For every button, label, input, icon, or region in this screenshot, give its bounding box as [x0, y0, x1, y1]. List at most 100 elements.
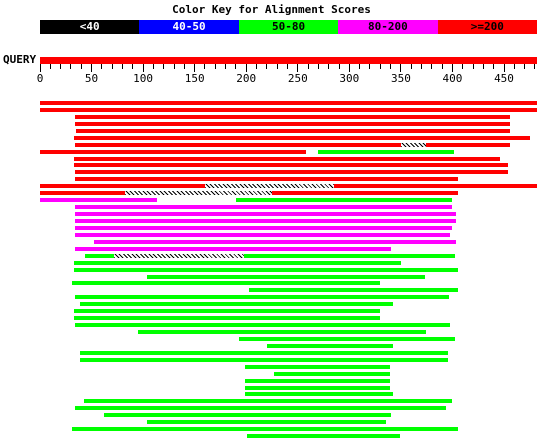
alignment-hit[interactable] [239, 336, 455, 341]
alignment-gap [124, 191, 272, 196]
alignment-hit[interactable] [74, 260, 401, 265]
major-tick [297, 64, 299, 72]
alignment-gap [114, 253, 245, 258]
key-segment-40-50: 40-50 [139, 20, 239, 34]
alignment-hit[interactable] [245, 378, 390, 383]
alignment-hit[interactable] [75, 114, 511, 119]
alignment-hit[interactable] [249, 288, 458, 293]
major-tick [348, 64, 350, 72]
minor-tick [379, 64, 381, 69]
alignment-hit[interactable] [75, 218, 456, 223]
minor-tick [101, 64, 103, 69]
minor-tick [60, 64, 62, 69]
major-tick [194, 64, 196, 72]
minor-tick [338, 64, 340, 69]
major-tick [91, 64, 93, 72]
minor-tick [390, 64, 392, 69]
alignment-hit[interactable] [244, 253, 455, 258]
query-bar[interactable] [40, 57, 537, 64]
major-tick [142, 64, 144, 72]
alignment-hit[interactable] [40, 107, 537, 112]
tick-label: 150 [184, 72, 205, 85]
alignment-hit[interactable] [85, 253, 115, 258]
alignment-gap [204, 184, 334, 189]
alignment-hit[interactable] [75, 406, 447, 411]
color-key-title: Color Key for Alignment Scores [172, 3, 371, 16]
alignment-hit[interactable] [147, 420, 387, 425]
tick-label: 50 [84, 72, 99, 85]
minor-tick [111, 64, 113, 69]
alignment-hit[interactable] [80, 357, 449, 362]
alignment-hit[interactable] [71, 427, 458, 432]
minor-tick [266, 64, 268, 69]
alignment-hit[interactable] [40, 149, 307, 154]
alignment-hit[interactable] [247, 434, 400, 438]
alignment-hit[interactable] [333, 184, 537, 189]
minor-tick [421, 64, 422, 69]
alignment-hit[interactable] [74, 156, 500, 161]
alignment-hit[interactable] [75, 225, 453, 230]
alignment-hit[interactable] [75, 142, 401, 147]
major-tick [245, 64, 247, 72]
alignment-hit[interactable] [75, 323, 451, 328]
alignment-hit[interactable] [272, 191, 458, 196]
minor-tick [513, 64, 515, 69]
alignment-hit[interactable] [103, 413, 391, 418]
alignment-hit[interactable] [137, 330, 426, 335]
alignment-hit[interactable] [75, 246, 391, 251]
minor-tick [152, 64, 154, 69]
minor-tick [328, 64, 330, 69]
alignment-hit[interactable] [75, 295, 450, 300]
alignment-hit[interactable] [74, 267, 458, 272]
key-segment-50-80: 50-80 [238, 20, 339, 34]
alignment-hit[interactable] [74, 163, 509, 168]
alignment-hit[interactable] [74, 316, 381, 321]
minor-tick [49, 64, 51, 69]
key-segment-80-200: 80-200 [338, 20, 438, 34]
minor-tick [493, 64, 495, 69]
alignment-hit[interactable] [318, 149, 455, 154]
alignment-hit[interactable] [40, 101, 537, 105]
alignment-hit[interactable] [75, 177, 458, 182]
tick-label: 250 [287, 72, 308, 85]
alignment-hit[interactable] [93, 239, 456, 244]
minor-tick [256, 64, 258, 69]
alignment-hit[interactable] [266, 343, 393, 348]
alignment-hit[interactable] [245, 392, 393, 397]
alignment-hit[interactable] [245, 364, 390, 369]
alignment-hit[interactable] [147, 274, 425, 279]
alignment-hit[interactable] [76, 128, 511, 133]
alignment-hit[interactable] [75, 121, 511, 126]
minor-tick [534, 64, 536, 69]
minor-tick [431, 64, 433, 69]
alignment-hit[interactable] [40, 184, 205, 189]
minor-tick [441, 64, 443, 69]
alignment-hit[interactable] [80, 302, 393, 307]
position-axis: 0 50 100 150 200 250 300 350 400 450 [0, 62, 543, 85]
alignment-hit[interactable] [40, 198, 157, 203]
alignment-hit[interactable] [75, 170, 509, 175]
major-tick [451, 64, 453, 72]
tick-label: 100 [133, 72, 154, 85]
alignment-hit[interactable] [84, 399, 453, 404]
minor-tick [225, 64, 227, 69]
alignment-hit[interactable] [71, 281, 381, 286]
alignment-hit[interactable] [75, 232, 451, 237]
alignment-hit[interactable] [74, 309, 381, 314]
minor-tick [235, 64, 237, 69]
minor-tick [204, 64, 206, 69]
query-label: QUERY [3, 53, 37, 66]
alignment-hit[interactable] [80, 350, 449, 355]
alignment-hit[interactable] [274, 371, 390, 376]
minor-tick [121, 64, 123, 69]
alignment-hit[interactable] [74, 135, 530, 140]
alignment-hit[interactable] [235, 198, 453, 203]
alignment-hit[interactable] [75, 212, 456, 217]
alignment-hit[interactable] [75, 205, 453, 210]
alignment-hit[interactable] [245, 385, 390, 390]
alignment-hit[interactable] [425, 142, 511, 147]
minor-tick [317, 64, 319, 69]
key-segment-lt40: <40 [40, 20, 140, 34]
alignment-hit[interactable] [40, 191, 125, 196]
